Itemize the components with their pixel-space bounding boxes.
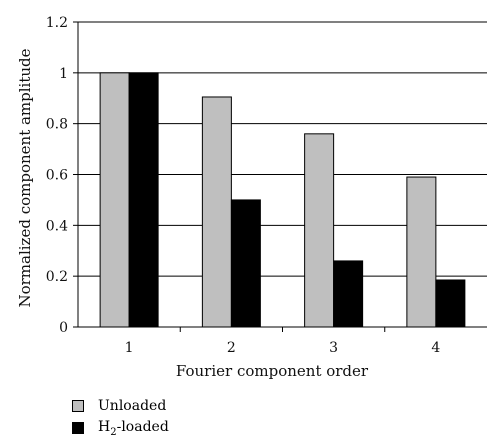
x-tick-labels: 1 2 3 4 xyxy=(125,340,441,356)
bar-unloaded-4 xyxy=(406,176,437,328)
y-axis-title: Normalized component amplitude xyxy=(16,48,34,307)
y-tick-label: 0.2 xyxy=(46,269,68,285)
legend-item-unloaded: Unloaded xyxy=(72,395,169,417)
y-tick-label: 0.8 xyxy=(46,117,68,133)
bar-h2-loaded-1 xyxy=(128,72,159,328)
legend-label-unloaded: Unloaded xyxy=(98,398,167,414)
legend: Unloaded H2-loaded xyxy=(72,395,169,439)
bar-unloaded-2 xyxy=(201,96,232,328)
unloaded-swatch xyxy=(72,400,84,412)
y-tick-label: 0 xyxy=(59,320,68,336)
y-tick-label: 0.6 xyxy=(46,168,68,184)
bars xyxy=(99,72,466,328)
y-tick-label: 1.2 xyxy=(46,15,68,31)
bar-unloaded-3 xyxy=(304,133,335,328)
legend-label-h2-loaded: H2-loaded xyxy=(98,418,169,438)
x-axis-title: Fourier component order xyxy=(176,362,369,380)
x-tick-label: 2 xyxy=(227,340,236,356)
y-tick-label: 1 xyxy=(59,66,68,82)
x-tick-label: 1 xyxy=(125,340,134,356)
legend-item-h2-loaded: H2-loaded xyxy=(72,417,169,439)
bar-h2-loaded-2 xyxy=(230,199,261,328)
axes xyxy=(73,21,487,332)
x-tick-label: 3 xyxy=(329,340,338,356)
bar-h2-loaded-4 xyxy=(435,279,466,328)
y-tick-labels: 0 0.2 0.4 0.6 0.8 1 1.2 xyxy=(46,15,68,336)
bar-unloaded-1 xyxy=(99,72,130,328)
y-tick-label: 0.4 xyxy=(46,218,68,234)
h2-loaded-swatch xyxy=(72,422,84,434)
bar-h2-loaded-3 xyxy=(333,260,364,328)
x-tick-label: 4 xyxy=(431,340,440,356)
